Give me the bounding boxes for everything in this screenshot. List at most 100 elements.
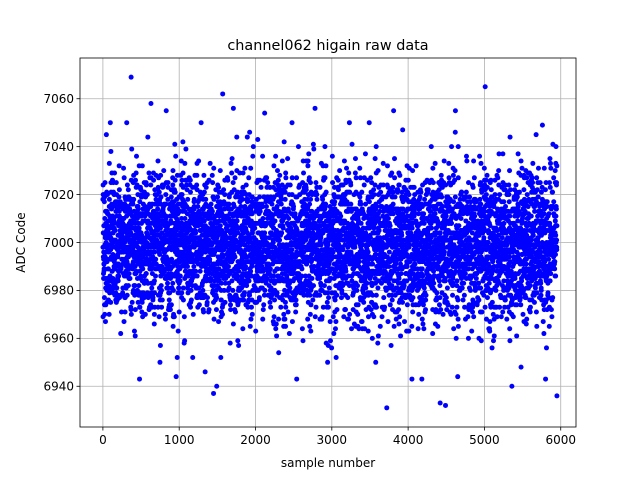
- data-point: [441, 312, 446, 317]
- data-point: [347, 190, 352, 195]
- data-point: [329, 345, 334, 350]
- data-point: [332, 199, 337, 204]
- data-point: [191, 312, 196, 317]
- data-point: [421, 302, 426, 307]
- data-point: [456, 144, 461, 149]
- data-point: [389, 171, 394, 176]
- data-point: [244, 283, 249, 288]
- data-point: [268, 305, 273, 310]
- data-point: [152, 312, 157, 317]
- data-point: [426, 187, 431, 192]
- data-point: [103, 180, 108, 185]
- data-point: [286, 216, 291, 221]
- data-point: [299, 266, 304, 271]
- data-point: [200, 288, 205, 293]
- data-point: [409, 324, 414, 329]
- data-point: [317, 293, 322, 298]
- data-point: [170, 168, 175, 173]
- data-point: [373, 156, 378, 161]
- data-point: [293, 309, 298, 314]
- data-point: [281, 312, 286, 317]
- data-point: [244, 182, 249, 187]
- data-point: [189, 298, 194, 303]
- data-point: [371, 314, 376, 319]
- data-point: [456, 175, 461, 180]
- data-point: [107, 197, 112, 202]
- data-point: [143, 312, 148, 317]
- data-point: [431, 281, 436, 286]
- data-point: [397, 173, 402, 178]
- data-point: [220, 312, 225, 317]
- data-point: [323, 175, 328, 180]
- data-point: [103, 319, 108, 324]
- data-point: [193, 230, 198, 235]
- data-point: [433, 211, 438, 216]
- data-point: [163, 192, 168, 197]
- data-point: [235, 274, 240, 279]
- data-point: [376, 333, 381, 338]
- data-point: [422, 286, 427, 291]
- data-point: [453, 168, 458, 173]
- data-point: [241, 298, 246, 303]
- data-point: [464, 190, 469, 195]
- data-point: [471, 314, 476, 319]
- data-point: [451, 199, 456, 204]
- data-point: [386, 264, 391, 269]
- data-point: [392, 175, 397, 180]
- data-point: [188, 178, 193, 183]
- data-point: [318, 185, 323, 190]
- data-point: [121, 166, 126, 171]
- data-point: [301, 338, 306, 343]
- data-point: [348, 182, 353, 187]
- data-point: [331, 314, 336, 319]
- data-point: [442, 250, 447, 255]
- data-point: [117, 194, 122, 199]
- data-point: [242, 166, 247, 171]
- data-point: [444, 295, 449, 300]
- data-point: [152, 321, 157, 326]
- data-point: [323, 163, 328, 168]
- data-point: [210, 180, 215, 185]
- data-point: [430, 331, 435, 336]
- data-point: [460, 286, 465, 291]
- data-point: [144, 182, 149, 187]
- data-point: [353, 156, 358, 161]
- data-point: [212, 317, 217, 322]
- data-point: [346, 171, 351, 176]
- data-point: [444, 214, 449, 219]
- data-point: [357, 259, 362, 264]
- data-point: [225, 178, 230, 183]
- data-point: [282, 139, 287, 144]
- data-point: [450, 305, 455, 310]
- data-point: [395, 187, 400, 192]
- data-point: [122, 319, 127, 324]
- data-point: [218, 168, 223, 173]
- data-point: [255, 137, 260, 142]
- data-point: [344, 166, 349, 171]
- data-point: [330, 154, 335, 159]
- data-point: [275, 168, 280, 173]
- data-point: [286, 309, 291, 314]
- data-point: [172, 142, 177, 147]
- data-point: [308, 180, 313, 185]
- data-point: [293, 211, 298, 216]
- data-point: [260, 154, 265, 159]
- data-point: [127, 276, 132, 281]
- data-point: [378, 190, 383, 195]
- data-point: [330, 180, 335, 185]
- data-point: [406, 192, 411, 197]
- data-point: [169, 257, 174, 262]
- data-point: [405, 264, 410, 269]
- data-point: [389, 343, 394, 348]
- data-point: [347, 120, 352, 125]
- data-point: [295, 228, 300, 233]
- data-point: [367, 199, 372, 204]
- data-point: [423, 298, 428, 303]
- data-point: [188, 190, 193, 195]
- data-point: [247, 293, 252, 298]
- data-point: [210, 173, 215, 178]
- data-point: [336, 187, 341, 192]
- data-point: [201, 309, 206, 314]
- data-point: [236, 343, 241, 348]
- data-point: [327, 286, 332, 291]
